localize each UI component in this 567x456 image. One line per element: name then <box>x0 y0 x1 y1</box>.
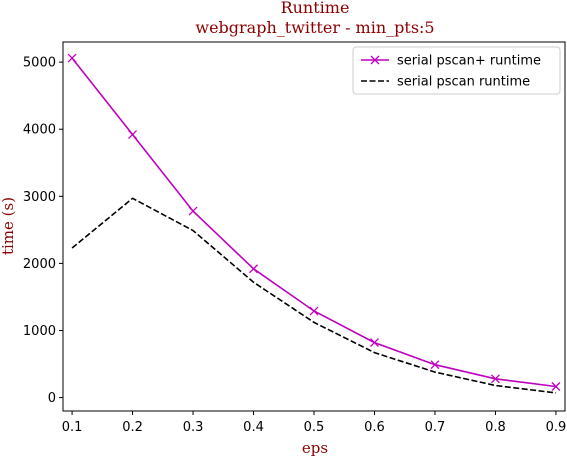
legend-marker <box>370 55 380 65</box>
data-point-marker <box>67 53 77 63</box>
x-tick-label: 0.2 <box>122 420 143 435</box>
x-axis-ticks: 0.1 0.2 0.3 0.4 0.5 0.6 0.7 0.8 0.9 <box>62 411 567 435</box>
data-point-marker <box>188 206 198 216</box>
series-layer <box>67 53 561 394</box>
x-tick-label: 0.9 <box>546 420 567 435</box>
chart-subtitle: webgraph_twitter - min_pts:5 <box>195 18 434 37</box>
x-tick-label: 0.4 <box>243 420 264 435</box>
x-tick-label: 0.3 <box>183 420 204 435</box>
plot-area <box>62 41 566 412</box>
legend-label: serial pscan+ runtime <box>397 54 541 69</box>
plot-frame <box>62 41 566 412</box>
y-tick-label: 4000 <box>23 123 56 138</box>
y-tick-label: 2000 <box>23 257 56 272</box>
legend-box <box>352 46 561 95</box>
x-tick-label: 0.1 <box>62 420 83 435</box>
legend-label: serial pscan runtime <box>397 75 530 90</box>
data-point-marker <box>370 338 379 348</box>
data-point-marker <box>309 306 319 316</box>
x-tick-label: 0.8 <box>485 420 506 435</box>
data-point-marker <box>128 130 138 140</box>
x-tick-label: 0.5 <box>304 420 325 435</box>
data-point-marker <box>249 264 258 274</box>
data-point-marker <box>551 382 561 391</box>
y-tick-label: 1000 <box>23 324 56 339</box>
legend: serial pscan+ runtime serial pscan runtim… <box>352 46 561 95</box>
y-tick-label: 0 <box>48 391 56 406</box>
y-tick-label: 3000 <box>23 190 56 205</box>
y-axis-label: time (s) <box>0 197 17 255</box>
x-axis-label: eps <box>302 439 328 456</box>
x-tick-label: 0.6 <box>364 420 385 435</box>
series-line <box>71 197 556 394</box>
x-tick-label: 0.7 <box>425 420 446 435</box>
chart-title: Runtime <box>281 0 350 17</box>
data-point-marker <box>490 374 500 384</box>
series-line <box>71 57 557 388</box>
data-point-marker <box>430 360 440 370</box>
y-axis-ticks: 0 1000 2000 3000 4000 5000 <box>23 56 63 406</box>
y-tick-label: 5000 <box>23 56 56 71</box>
